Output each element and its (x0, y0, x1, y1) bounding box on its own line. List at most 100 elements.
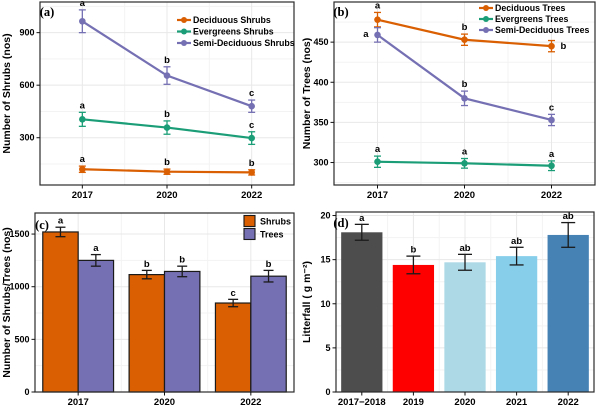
y-tick-label: 300 (19, 133, 34, 143)
significance-letter: b (179, 254, 185, 265)
significance-letter: b (164, 157, 170, 168)
significance-letter: a (375, 144, 381, 155)
x-tick-label: 2017 (72, 190, 93, 201)
x-tick-label: 2022 (240, 397, 261, 408)
significance-letter: ab (459, 242, 470, 253)
significance-letter: a (363, 29, 369, 40)
data-point (163, 168, 171, 175)
data-point (548, 116, 555, 124)
panel-b: a b b a a a a b c 300 350 400 450 2017 2020 2022 Number … (300, 0, 600, 207)
legend-swatch (243, 227, 256, 240)
legend-label: Semi-Deciduous Trees (495, 25, 589, 35)
data-point (374, 158, 381, 166)
x-tick-label: 2021 (506, 397, 528, 408)
significance-letter: b (561, 41, 567, 52)
data-point (79, 165, 86, 173)
data-point (374, 16, 381, 23)
panel-label: (d) (333, 216, 348, 230)
x-tick-label: 2020 (454, 397, 475, 408)
legend-swatch (243, 214, 256, 227)
y-axis-title: Litterfall ( g m⁻²) (301, 261, 313, 343)
data-point (461, 36, 468, 44)
legend-point-marker (181, 40, 187, 46)
x-tick-label: 2017 (68, 397, 89, 408)
legend-label: Semi-Deciduous Shrubs (193, 38, 295, 48)
panel-d: a b ab ab ab 0 5 10 15 20 2017−2018 2019 2020 2021 202… (300, 207, 600, 413)
panel-c: a b c a b b 0 500 1000 1500 2017 2020 2022 Number of … (0, 207, 300, 413)
significance-letter: b (266, 258, 272, 269)
y-tick-label: 600 (19, 80, 34, 90)
x-tick-label: 2022 (541, 190, 562, 201)
y-tick-label: 500 (14, 334, 29, 344)
y-tick-label: 20 (320, 210, 330, 220)
panel-c-chart: a b c a b b 0 500 1000 1500 2017 2020 2022 Number of … (1, 211, 295, 408)
significance-letter: ab (563, 211, 574, 222)
bar (128, 273, 166, 393)
x-tick-label: 2022 (241, 190, 262, 201)
data-point (461, 95, 468, 102)
significance-letter: a (80, 0, 86, 9)
significance-letter: b (462, 22, 468, 33)
significance-letter: b (164, 55, 170, 66)
panel-b-chart: a b b a a a a b c 300 350 400 450 2017 2020 2022 Number … (301, 0, 596, 201)
bar (392, 264, 435, 392)
bar (77, 259, 115, 393)
significance-letter: c (249, 120, 254, 131)
bar (547, 234, 589, 392)
y-tick-label: 400 (313, 77, 328, 87)
significance-letter: a (58, 215, 64, 226)
significance-letter: b (144, 258, 150, 269)
y-tick-label: 300 (313, 158, 328, 168)
bar (341, 231, 383, 392)
significance-letter: a (549, 149, 555, 160)
data-point (248, 102, 255, 110)
legend-point-marker (483, 16, 489, 22)
data-point (548, 162, 555, 170)
x-tick-label: 2019 (403, 397, 424, 408)
y-tick-label: 15 (320, 254, 330, 264)
y-tick-label: 10 (320, 298, 330, 308)
y-tick-label: 900 (19, 28, 34, 38)
y-tick-label: 0 (325, 387, 330, 397)
significance-letter: a (80, 154, 86, 165)
significance-letter: a (80, 100, 86, 111)
significance-letter: b (164, 109, 170, 120)
legend-label: Deciduous Trees (495, 3, 566, 13)
significance-letter: a (93, 243, 99, 254)
y-axis-title: Number of Trees (nos) (301, 38, 313, 149)
significance-letter: ab (511, 235, 522, 246)
significance-letter: a (462, 147, 468, 158)
bar (250, 275, 287, 393)
x-tick-label: 2022 (558, 397, 579, 408)
y-tick-label: 1000 (9, 281, 29, 291)
data-point (163, 72, 171, 79)
data-point (461, 160, 468, 167)
legend-label: Shrubs (260, 216, 291, 226)
significance-letter: a (359, 212, 365, 223)
significance-letter: a (375, 0, 381, 11)
legend-point-marker (483, 5, 489, 11)
significance-letter: b (249, 158, 255, 169)
x-tick-label: 2020 (454, 190, 475, 201)
y-axis-title: Number of Shrubs (nos) (1, 33, 13, 153)
x-tick-label: 2020 (156, 190, 177, 201)
data-point (548, 42, 555, 50)
panel-label: (a) (40, 5, 55, 19)
data-point (248, 169, 255, 176)
significance-letter: b (462, 79, 468, 90)
bar (42, 230, 79, 393)
y-tick-label: 0 (24, 387, 29, 397)
legend-point-marker (181, 17, 187, 23)
panel-label: (c) (35, 218, 49, 232)
y-axis-title: Number of Shrubs/Trees (nos) (1, 227, 13, 378)
y-tick-label: 350 (313, 117, 328, 127)
bar (495, 255, 538, 392)
legend-label: Evergreens Shrubs (193, 27, 274, 37)
bar (163, 270, 201, 393)
y-tick-label: 5 (325, 342, 330, 352)
panel-a: a b b a b c a b c 300 600 900 2017 2020 2022 Number of … (0, 0, 300, 207)
data-point (374, 31, 381, 39)
data-point (79, 17, 86, 25)
x-tick-label: 2017−2018 (338, 397, 386, 408)
y-tick-label: 450 (313, 37, 328, 47)
